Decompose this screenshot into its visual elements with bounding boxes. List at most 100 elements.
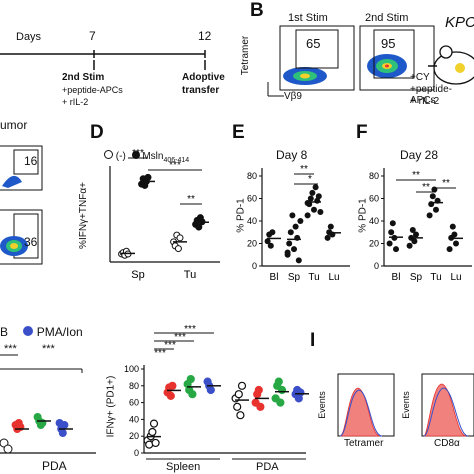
panel-c-title: umor xyxy=(0,118,28,132)
panel-e-chart: 80 60 40 20 0 Bl Sp Tu Lu *** xyxy=(247,164,350,283)
timeline-adoptive-line1: Adoptive xyxy=(182,72,225,83)
panel-d-xtick-sp: Sp xyxy=(131,269,144,281)
panel-e-ytick-label: 80 xyxy=(247,171,257,181)
panel-f-ytick-label: 40 xyxy=(369,216,379,226)
panel-e-ytick-label: 20 xyxy=(247,239,257,249)
panel-f-title: Day 28 xyxy=(400,148,439,162)
panel-f-xtick-lu: Lu xyxy=(450,272,461,283)
panel-d-legend-pos-sub: 406-414 xyxy=(163,157,190,164)
panel-h-ytick-label: 60 xyxy=(129,398,139,408)
panel-d-point xyxy=(174,245,182,253)
panel-h-sig-2: *** xyxy=(174,332,186,343)
panel-h-ytick-label: 100 xyxy=(124,364,139,374)
panel-h-ytick-label: 40 xyxy=(129,414,139,424)
panel-g: B PMA/Ion *** *** PDA xyxy=(0,325,100,474)
panel-f-point xyxy=(449,223,456,230)
histogram-fill-2 xyxy=(423,383,467,437)
panel-e-point xyxy=(315,193,322,200)
panel-b: B 1st Stim 2nd Stim Tetramer 65 95 Vβ9 K… xyxy=(240,0,474,110)
panel-e-point xyxy=(295,257,302,264)
panel-b-treat2: +peptide-APCs xyxy=(410,84,452,106)
panel-b-plots xyxy=(267,25,474,97)
panel-e-ytick-label: 40 xyxy=(247,216,257,226)
panel-h-point xyxy=(296,388,305,397)
panel-e-point xyxy=(267,242,274,249)
panel-c-plot-bottom xyxy=(0,209,43,265)
panel-c-gate-bottom-value: 36 xyxy=(24,235,38,249)
panel-g-point xyxy=(60,421,69,429)
panel-e-point xyxy=(304,200,311,206)
panel-c-plots xyxy=(0,145,43,265)
panel-h-point xyxy=(256,402,265,411)
panel-e-point xyxy=(264,238,271,245)
timeline-days-label: Days xyxy=(16,31,42,43)
panel-d-legend: (-) Msln406-414 xyxy=(104,150,189,164)
panel-h-sig-1: *** xyxy=(184,324,196,335)
panel-f-ytick-label: 20 xyxy=(369,239,379,249)
panel-e-point xyxy=(309,189,316,196)
panel-h-point xyxy=(149,419,159,428)
panel-g-point xyxy=(3,444,13,454)
panel-b-stim1: 1st Stim xyxy=(288,12,328,24)
panel-g-point xyxy=(58,429,67,437)
panel-e-point xyxy=(307,195,314,202)
panel-f-xtick-bl: Bl xyxy=(392,272,401,283)
panel-g-sig1: *** xyxy=(4,343,17,355)
panel-e-point xyxy=(286,240,293,247)
panel-c-gate-top xyxy=(13,149,39,175)
panel-f-sig-3: ** xyxy=(442,178,450,189)
panel-i-xlabel2: CD8α xyxy=(434,438,460,449)
panel-e-ytick-label: 60 xyxy=(247,194,257,204)
panel-e-point xyxy=(317,209,324,215)
panel-h-point xyxy=(236,411,245,420)
panel-h: IFNγ+ (PD1+) 100 80 60 40 20 0 *** *** *** *** Sp… xyxy=(105,324,310,474)
panel-h-point xyxy=(277,385,287,395)
panel-e-point xyxy=(289,212,296,219)
panel-f-sig-1: ** xyxy=(412,170,420,181)
panel-d-point xyxy=(176,234,184,242)
panel-f: F Day 28 % PD-1 80 60 40 20 0 Bl Sp Tu Lu ** ** ** xyxy=(352,118,474,298)
panel-h-point xyxy=(188,390,197,399)
panel-f-point xyxy=(386,240,393,247)
panel-c-gate-top-value: 16 xyxy=(24,154,38,168)
panel-e-sig-1: ** xyxy=(300,164,308,175)
panel-e-ytick-label: 0 xyxy=(252,261,257,271)
panel-h-point xyxy=(148,427,157,437)
panel-h-point xyxy=(276,398,285,407)
panel-e-point xyxy=(287,229,294,236)
panel-h-point xyxy=(151,438,160,448)
panel-h-sig-3: *** xyxy=(164,340,176,351)
panel-h-ytick-label: 20 xyxy=(129,431,139,441)
panel-e-point xyxy=(292,223,299,230)
panel-g-legend: B PMA/Ion xyxy=(0,325,83,339)
panel-c: umor 16 36 xyxy=(0,118,48,298)
panel-h-point xyxy=(237,381,247,390)
panel-f-point xyxy=(433,206,439,213)
panel-h-sig-4: *** xyxy=(154,348,166,359)
panel-f-letter: F xyxy=(356,122,368,143)
panel-g-legend-partial: B xyxy=(0,325,9,339)
panel-e-xtick-bl: Bl xyxy=(270,272,279,283)
panel-h-point xyxy=(233,402,242,411)
panel-e-point xyxy=(304,212,311,219)
timeline-stim2-line2: + rIL-2 xyxy=(62,97,89,107)
panel-d-sig-2: *** xyxy=(169,160,181,171)
panel-d-chart: Sp Tu ******** xyxy=(109,148,220,281)
panel-f-sig-2: ** xyxy=(422,182,430,193)
panel-b-gate1-value: 65 xyxy=(306,36,321,51)
panel-i-letter: I xyxy=(310,330,316,351)
panel-h-point xyxy=(274,377,283,386)
panel-g-point xyxy=(38,419,47,427)
facs-gate-2 xyxy=(373,29,415,79)
panel-f-point xyxy=(409,227,416,233)
panel-f-ytick-label: 0 xyxy=(374,261,379,271)
histogram-line-1 xyxy=(339,389,383,437)
timeline-day7: 7 xyxy=(89,29,96,43)
panel-f-point xyxy=(431,186,438,193)
panel-d-legend-neg: (-) xyxy=(115,151,126,162)
panel-d-sig-1: *** xyxy=(132,148,144,159)
timeline-stim2-line1: +peptide-APCs xyxy=(62,85,123,95)
panel-f-point xyxy=(446,246,453,253)
panel-d: D (-) Msln406-414 %IFNγ+TNFα+ Sp Tu *** *… xyxy=(78,118,230,298)
